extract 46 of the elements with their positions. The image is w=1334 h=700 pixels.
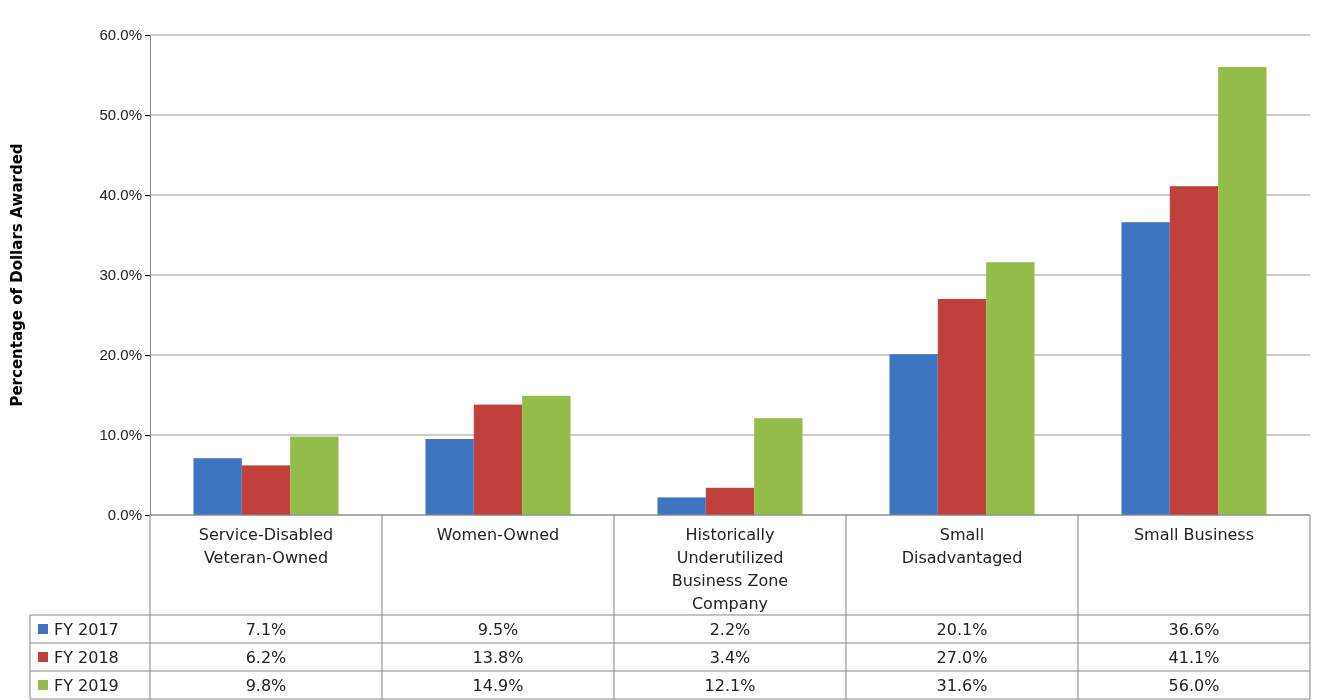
y-tick-label: 50.0% — [99, 106, 142, 124]
y-tick-label: 60.0% — [99, 26, 142, 44]
bar — [754, 418, 803, 515]
x-tick-label: Women-Owned — [436, 525, 560, 544]
bar — [473, 404, 523, 515]
y-tick-label: 40.0% — [99, 186, 142, 204]
data-label: 27.0% — [936, 648, 988, 667]
y-tick-label: 0.0% — [107, 506, 142, 524]
bar — [241, 465, 291, 515]
x-tick-label: Historically Underutilized Business Zone Company — [671, 525, 789, 613]
data-label: 13.8% — [472, 648, 524, 667]
data-label: 20.1% — [936, 620, 988, 639]
bar — [1218, 67, 1267, 515]
bar — [889, 354, 938, 515]
bar — [193, 458, 242, 515]
data-label: 9.8% — [245, 676, 287, 695]
y-tick-label: 20.0% — [99, 346, 142, 364]
data-label: 7.1% — [245, 620, 287, 639]
bar — [1169, 186, 1219, 515]
data-label: 3.4% — [709, 648, 751, 667]
data-label: 56.0% — [1168, 676, 1220, 695]
legend-label: FY 2018 — [54, 648, 119, 667]
bar — [1121, 222, 1170, 515]
bar — [937, 299, 987, 515]
data-label: 41.1% — [1168, 648, 1220, 667]
bar — [657, 497, 706, 515]
bar — [522, 395, 571, 515]
y-tick-label: 10.0% — [99, 426, 142, 444]
y-tick-label: 30.0% — [99, 266, 142, 284]
bar — [705, 487, 755, 515]
data-label: 2.2% — [709, 620, 751, 639]
data-label: 6.2% — [245, 648, 287, 667]
data-label: 9.5% — [477, 620, 519, 639]
data-label: 31.6% — [936, 676, 988, 695]
bar — [986, 262, 1035, 515]
legend-label: FY 2019 — [54, 676, 119, 695]
x-tick-label: Small Business — [1133, 525, 1255, 544]
bar — [290, 436, 339, 515]
data-label: 14.9% — [472, 676, 524, 695]
legend-label: FY 2017 — [54, 620, 119, 639]
x-tick-label: Service-Disabled Veteran-Owned — [198, 525, 334, 567]
data-label: 12.1% — [704, 676, 756, 695]
y-axis-title: Percentage of Dollars Awarded — [8, 143, 26, 407]
data-label: 36.6% — [1168, 620, 1220, 639]
bar — [425, 439, 474, 515]
x-tick-label: Small Disadvantaged — [901, 525, 1023, 567]
